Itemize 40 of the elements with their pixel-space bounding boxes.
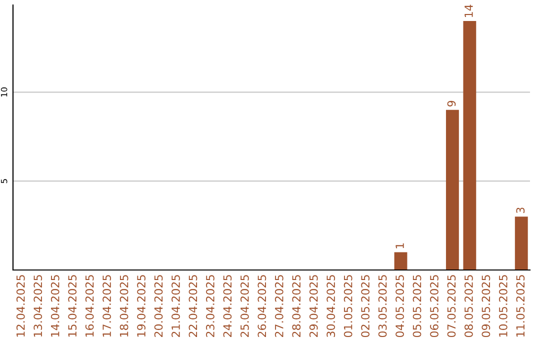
x-tick-label: 30.04.2025 bbox=[326, 275, 336, 337]
x-tick-label: 23.04.2025 bbox=[206, 275, 214, 337]
x-tick-label: 28.04.2025 bbox=[292, 275, 301, 337]
data-label: 9 bbox=[447, 100, 456, 106]
x-tick-label: 09.05.2025 bbox=[482, 275, 490, 338]
x-tick-label: 29.04.2025 bbox=[309, 275, 318, 337]
x-tick-label: 02.05.2025 bbox=[361, 275, 370, 338]
x-tick-label: 11.05.2025 bbox=[516, 275, 525, 337]
data-label: 3 bbox=[516, 208, 525, 214]
x-tick-label: 10.05.2025 bbox=[498, 275, 508, 337]
x-tick-label: 21.04.2025 bbox=[172, 275, 180, 337]
x-tick-label: 19.04.2025 bbox=[137, 275, 146, 337]
x-tick-label: 07.05.2025 bbox=[447, 275, 456, 338]
x-tick-label: 18.04.2025 bbox=[120, 275, 128, 337]
x-tick-label: 25.04.2025 bbox=[240, 275, 249, 337]
x-tick-label: 08.05.2025 bbox=[464, 275, 473, 338]
x-tick-label: 06.05.2025 bbox=[430, 275, 438, 338]
x-tick-label: 15.04.2025 bbox=[68, 275, 77, 337]
bar bbox=[446, 110, 459, 270]
x-tick-label: 16.04.2025 bbox=[85, 275, 94, 337]
x-tick-label: 20.04.2025 bbox=[154, 275, 163, 337]
data-label: 1 bbox=[396, 243, 404, 248]
x-tick-label: 12.04.2025 bbox=[16, 275, 25, 337]
x-tick-label: 01.05.2025 bbox=[344, 275, 352, 338]
bar bbox=[394, 252, 408, 270]
x-tick-label: 22.04.2025 bbox=[188, 275, 198, 337]
x-tick-label: 03.05.2025 bbox=[378, 275, 387, 338]
x-tick-label: 05.05.2025 bbox=[412, 275, 422, 338]
x-tick-label: 04.05.2025 bbox=[396, 275, 404, 338]
x-tick-label: 17.04.2025 bbox=[102, 275, 112, 337]
bar bbox=[514, 216, 528, 270]
x-tick-label: 14.04.2025 bbox=[50, 275, 60, 337]
x-tick-label: 27.04.2025 bbox=[274, 275, 284, 337]
x-tick-label: 24.04.2025 bbox=[223, 275, 232, 337]
y-tick-label: 5 bbox=[1, 179, 8, 184]
data-label: 14 bbox=[464, 4, 473, 18]
x-tick-label: 26.04.2025 bbox=[258, 275, 266, 337]
bar bbox=[463, 21, 476, 270]
x-tick-label: 13.04.2025 bbox=[34, 275, 42, 337]
y-tick-label: 10 bbox=[0, 87, 8, 97]
